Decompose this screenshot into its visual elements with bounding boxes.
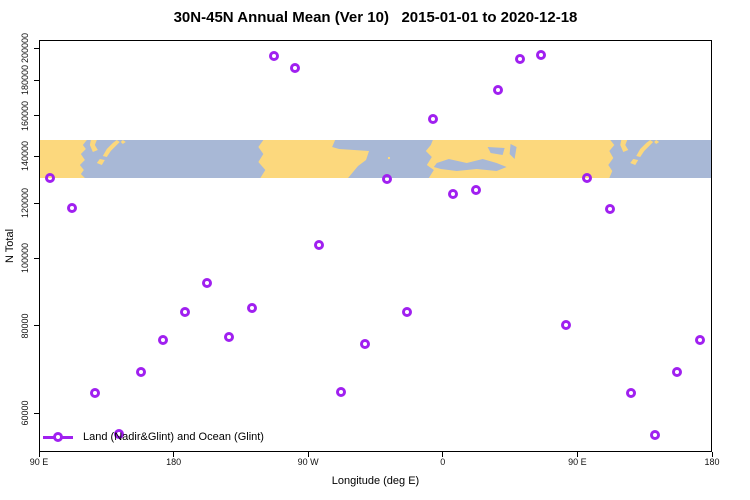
data-point [447,189,458,200]
data-point [360,339,371,350]
mediterranean-sea [433,159,507,172]
x-axis-tick-label: 180 [166,457,182,467]
data-point [335,387,346,398]
japan-honshu-repeat [636,140,654,158]
data-point [313,239,324,250]
korea-peninsula-repeat [620,140,629,153]
x-axis-tick-label: 180 [704,457,720,467]
y-axis-tick [34,79,39,81]
legend-marker [43,431,73,443]
data-point [201,277,212,288]
japan-hokkaido [120,140,126,145]
y-axis-tick [34,155,39,157]
x-axis-tick [173,452,175,457]
data-point [114,429,124,440]
data-point [67,203,78,214]
legend: Land (Nadir&Glint) and Ocean (Glint) [43,430,264,444]
data-point [179,306,190,317]
data-point [536,49,547,60]
y-axis-tick-label: 120000 [20,187,30,219]
data-point [89,388,100,399]
japan-kyushu [96,159,105,166]
data-point [471,185,481,196]
land-north-america [258,140,370,179]
x-axis-tick-label: 0 [440,457,446,467]
y-axis-tick-label: 200000 [20,33,30,64]
data-point [428,113,439,124]
data-point [492,84,503,95]
y-axis-tick [34,115,39,117]
y-axis-tick [34,257,39,259]
chart-title: 30N-45N Annual Mean (Ver 10) 2015-01-01 … [173,9,578,26]
legend-open-circle-icon [53,432,63,442]
y-axis-tick [34,412,39,414]
japan-kyushu-repeat [630,159,639,166]
y-axis-tick-label: 60000 [20,400,30,426]
x-axis-tick [442,452,444,457]
data-point [672,366,682,377]
x-axis-tick [711,452,713,457]
y-axis-tick-label: 160000 [20,100,30,131]
x-axis-tick-label: 90 W [297,457,319,467]
y-axis-tick-label: 140000 [20,141,30,172]
data-point [290,63,301,74]
x-axis-tick-label: 90 E [568,457,587,467]
y-axis-tick-label: 100000 [20,243,30,274]
data-point [626,388,637,399]
caspian-sea [509,144,517,160]
x-axis-tick-label: 90 E [29,457,49,467]
y-axis-tick-label: 180000 [20,65,30,96]
y-axis-tick [34,47,39,49]
x-axis-tick [38,452,40,457]
data-point [402,306,413,317]
data-point [605,204,615,215]
y-axis-tick-label: 80000 [20,313,30,339]
data-point [561,320,572,331]
data-point [581,172,592,183]
data-point [514,53,525,64]
data-point [157,334,168,345]
world-map-strip [40,140,711,179]
black-sea [487,147,505,156]
data-point [268,50,279,61]
land-east-asia [40,140,87,179]
data-point [246,302,257,313]
data-point [695,334,706,345]
data-point [45,172,56,183]
x-axis-tick [576,452,578,457]
x-axis-title: Longitude (deg E) [331,475,420,487]
korea-peninsula [89,140,98,153]
x-axis-tick [307,452,309,457]
azores-island [387,157,390,160]
japan-hokkaido-repeat [654,140,660,145]
data-point [223,332,234,343]
data-point [650,430,661,441]
plot-area [39,40,712,452]
y-axis-tick [34,325,39,327]
data-point [135,366,146,377]
legend-label: Land (Nadir&Glint) and Ocean (Glint) [83,431,264,443]
data-point [382,174,393,185]
y-axis-tick [34,202,39,204]
y-axis-title: N Total [4,228,16,264]
japan-honshu [102,140,120,158]
